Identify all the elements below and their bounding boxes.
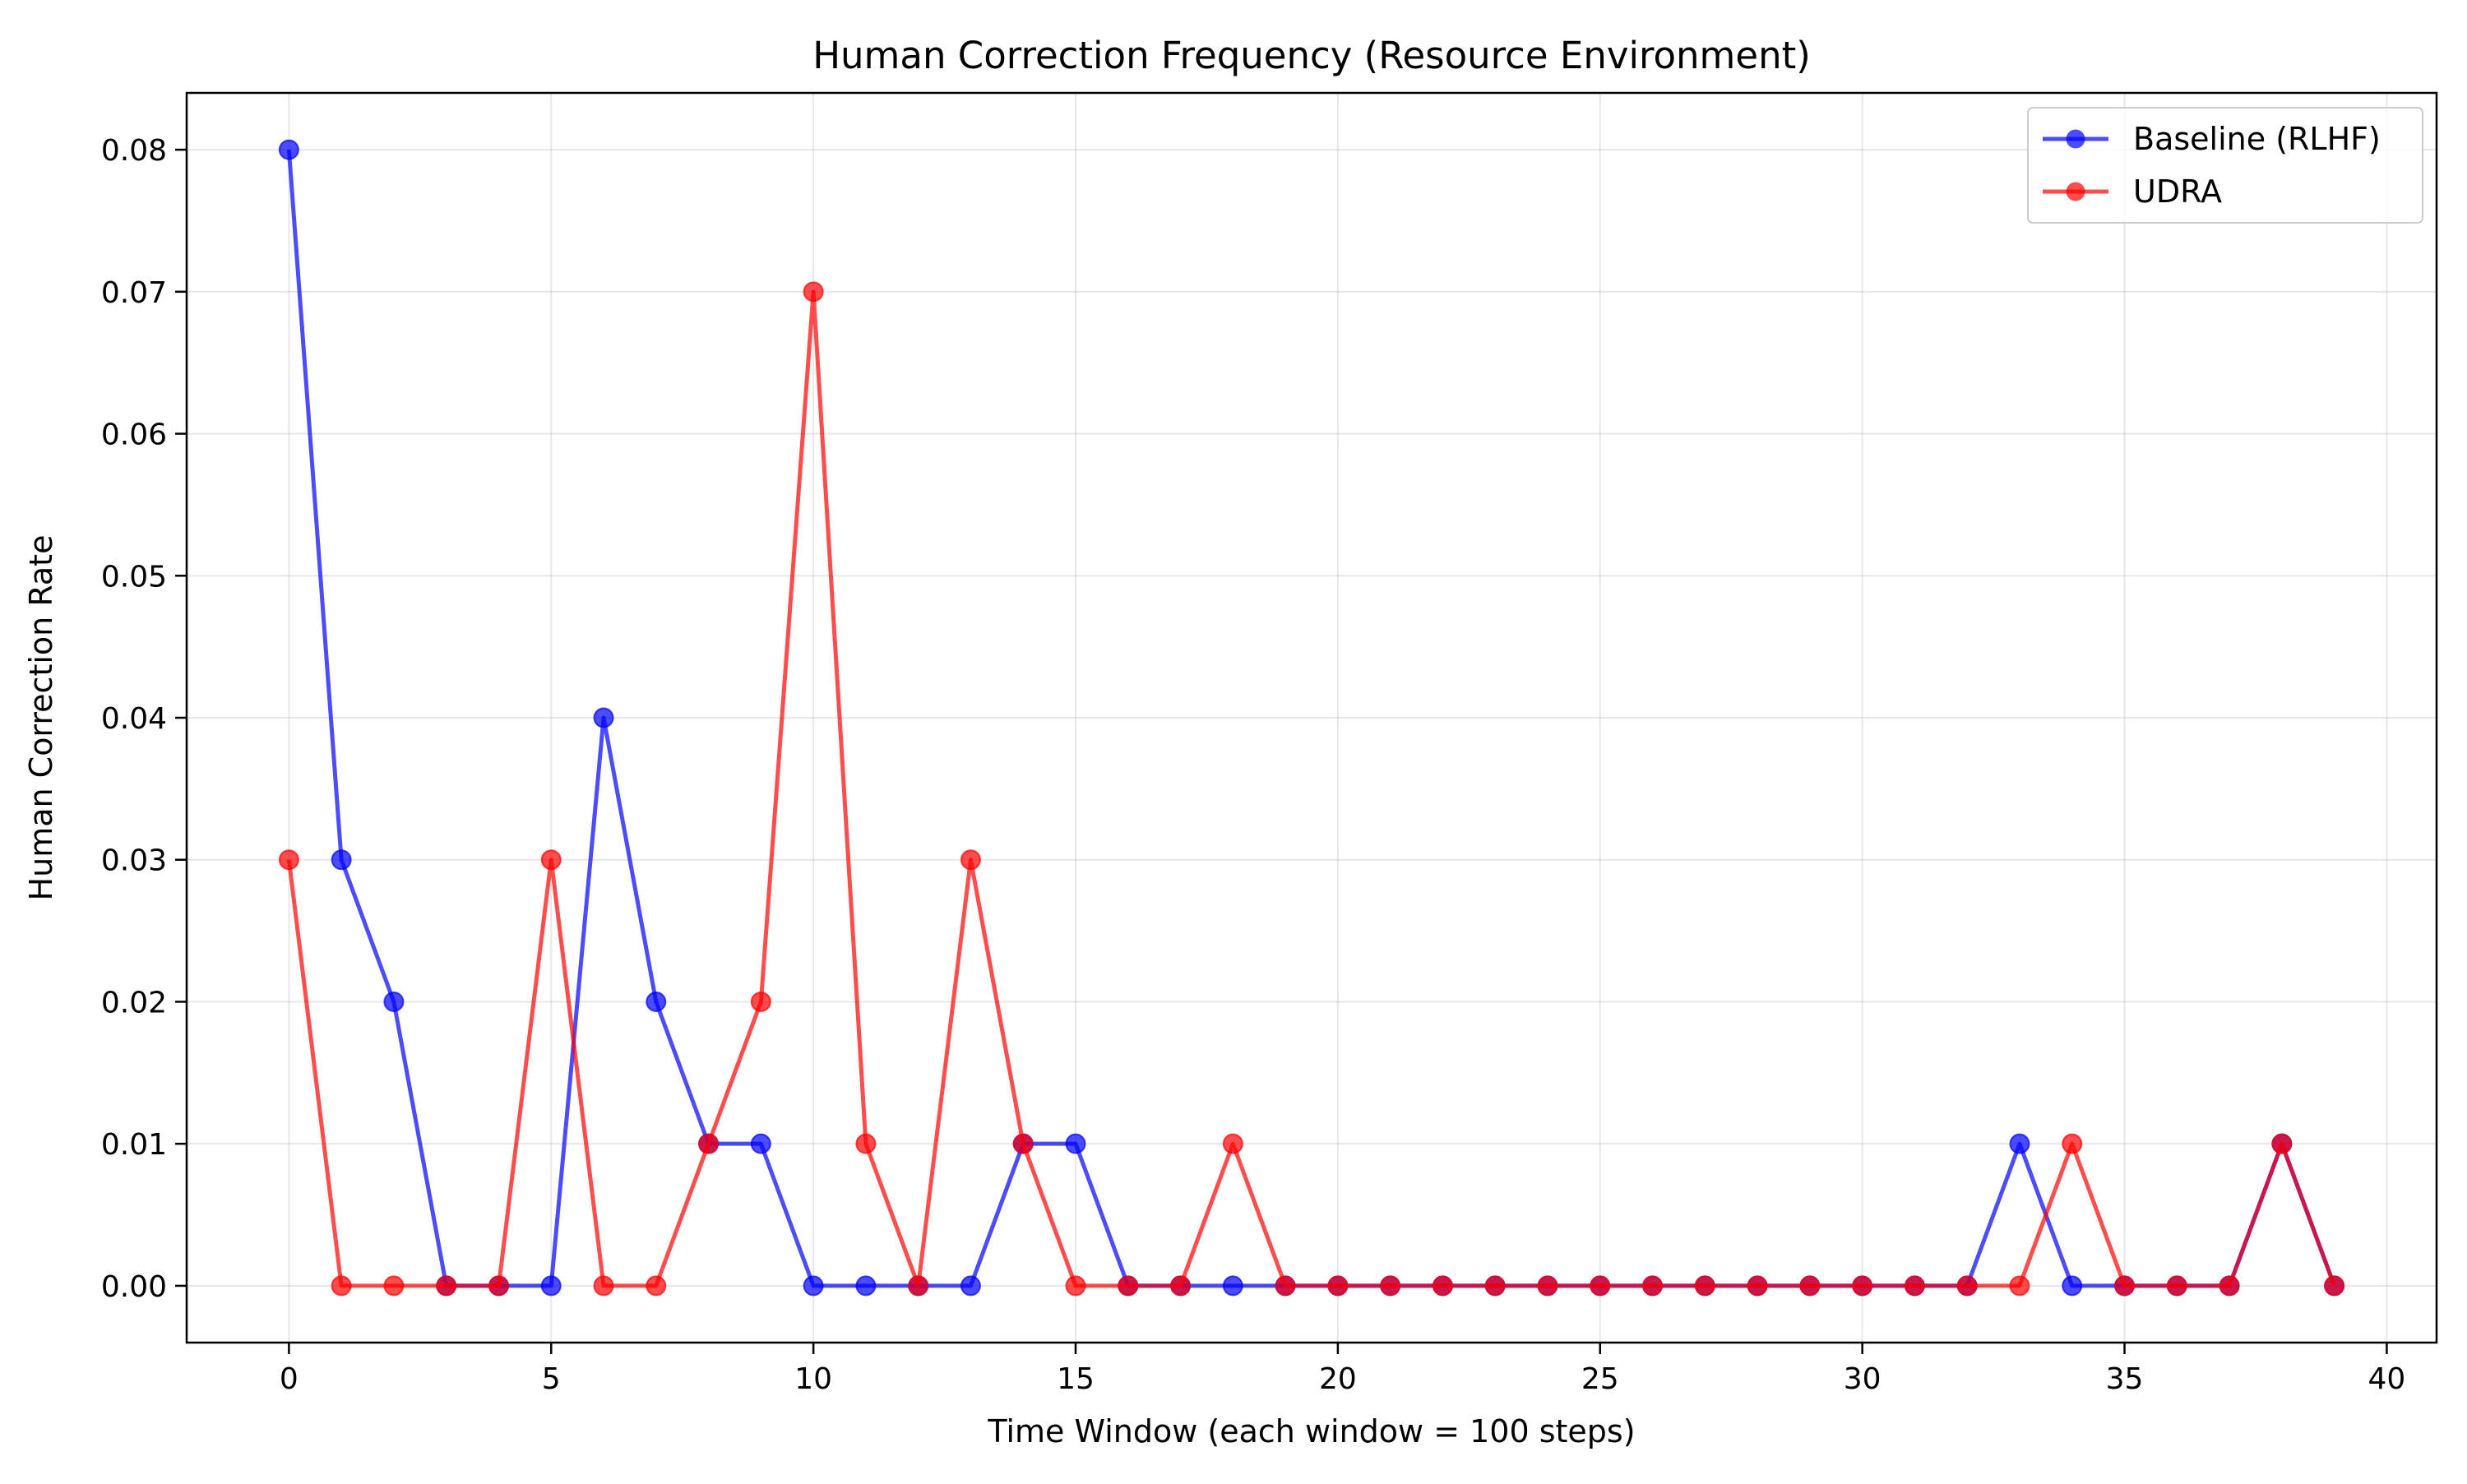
data-point bbox=[1956, 1275, 1978, 1297]
legend-item: Baseline (RLHF) bbox=[2043, 121, 2381, 157]
data-point bbox=[540, 1275, 562, 1297]
data-point bbox=[278, 139, 299, 160]
legend-item: UDRA bbox=[2043, 173, 2222, 210]
x-tick-label: 35 bbox=[2106, 1362, 2144, 1396]
data-point bbox=[750, 991, 771, 1012]
data-point bbox=[750, 1133, 771, 1154]
data-point bbox=[1852, 1275, 1873, 1297]
y-tick-label: 0.00 bbox=[101, 1270, 167, 1304]
data-point bbox=[1222, 1275, 1243, 1297]
data-point bbox=[1012, 1133, 1034, 1154]
data-point bbox=[593, 1275, 614, 1297]
y-tick-label: 0.07 bbox=[101, 276, 167, 310]
y-axis-label: Human Correction Rate bbox=[23, 535, 59, 901]
legend-label: UDRA bbox=[2133, 173, 2222, 210]
data-point bbox=[1799, 1275, 1821, 1297]
data-point bbox=[2114, 1275, 2136, 1297]
y-tick-label: 0.04 bbox=[101, 702, 167, 736]
x-axis-label: Time Window (each window = 100 steps) bbox=[987, 1413, 1635, 1449]
data-point bbox=[383, 991, 405, 1012]
data-point bbox=[1275, 1275, 1296, 1297]
data-point bbox=[540, 849, 562, 871]
x-tick-label: 40 bbox=[2368, 1362, 2406, 1396]
legend-label: Baseline (RLHF) bbox=[2133, 121, 2381, 157]
x-tick-label: 25 bbox=[1581, 1362, 1619, 1396]
data-point bbox=[488, 1275, 509, 1297]
data-point bbox=[436, 1275, 457, 1297]
series-layer bbox=[278, 139, 2345, 1297]
data-point bbox=[1904, 1275, 1925, 1297]
data-point bbox=[2166, 1275, 2187, 1297]
series-line bbox=[286, 289, 2336, 1288]
data-point bbox=[1537, 1275, 1558, 1297]
axis-ticks: 0 5 10 15 20 25 30 35 40 0.00 0.01 0.02 0.03 0.04 0.05… bbox=[101, 134, 2405, 1396]
data-point bbox=[855, 1133, 877, 1154]
y-tick-label: 0.08 bbox=[101, 134, 167, 168]
legend-box bbox=[2027, 107, 2423, 224]
data-point bbox=[1065, 1275, 1086, 1297]
data-point bbox=[1380, 1275, 1401, 1297]
data-point bbox=[646, 1275, 667, 1297]
x-tick-label: 30 bbox=[1844, 1362, 1881, 1396]
data-point bbox=[2324, 1275, 2345, 1297]
y-tick-label: 0.05 bbox=[101, 560, 167, 594]
data-point bbox=[960, 1275, 981, 1297]
data-point bbox=[383, 1275, 405, 1297]
data-point bbox=[803, 1275, 824, 1297]
data-point bbox=[2062, 1133, 2083, 1154]
data-point bbox=[1590, 1275, 1611, 1297]
legend-swatch-marker bbox=[2066, 182, 2085, 201]
data-point bbox=[1694, 1275, 1715, 1297]
x-tick-label: 10 bbox=[794, 1362, 832, 1396]
legend-swatch-marker bbox=[2066, 129, 2085, 149]
x-tick-label: 0 bbox=[280, 1362, 299, 1396]
data-point bbox=[1484, 1275, 1506, 1297]
series-1 bbox=[278, 281, 2345, 1297]
data-point bbox=[278, 849, 299, 871]
chart-title: Human Correction Frequency (Resource Env… bbox=[812, 34, 1811, 77]
data-point bbox=[855, 1275, 877, 1297]
data-point bbox=[2009, 1275, 2030, 1297]
data-point bbox=[1222, 1133, 1243, 1154]
data-point bbox=[2271, 1133, 2293, 1154]
data-point bbox=[2009, 1133, 2030, 1154]
legend: Baseline (RLHF) UDRA bbox=[2027, 107, 2423, 224]
data-point bbox=[646, 991, 667, 1012]
data-point bbox=[1747, 1275, 1768, 1297]
x-tick-label: 15 bbox=[1057, 1362, 1095, 1396]
y-tick-label: 0.02 bbox=[101, 986, 167, 1019]
data-point bbox=[803, 281, 824, 303]
data-point bbox=[908, 1275, 929, 1297]
data-point bbox=[331, 1275, 352, 1297]
data-point bbox=[593, 707, 614, 728]
data-point bbox=[1065, 1133, 1086, 1154]
x-tick-label: 5 bbox=[542, 1362, 561, 1396]
data-point bbox=[1118, 1275, 1139, 1297]
data-point bbox=[960, 849, 981, 871]
data-point bbox=[1432, 1275, 1453, 1297]
data-point bbox=[1327, 1275, 1349, 1297]
data-point bbox=[1642, 1275, 1664, 1297]
data-point bbox=[331, 849, 352, 871]
x-tick-label: 20 bbox=[1319, 1362, 1357, 1396]
y-tick-label: 0.06 bbox=[101, 418, 167, 452]
data-point bbox=[698, 1133, 720, 1154]
y-tick-label: 0.01 bbox=[101, 1128, 167, 1162]
data-point bbox=[2219, 1275, 2240, 1297]
data-point bbox=[1170, 1275, 1192, 1297]
data-point bbox=[2062, 1275, 2083, 1297]
y-tick-label: 0.03 bbox=[101, 844, 167, 878]
